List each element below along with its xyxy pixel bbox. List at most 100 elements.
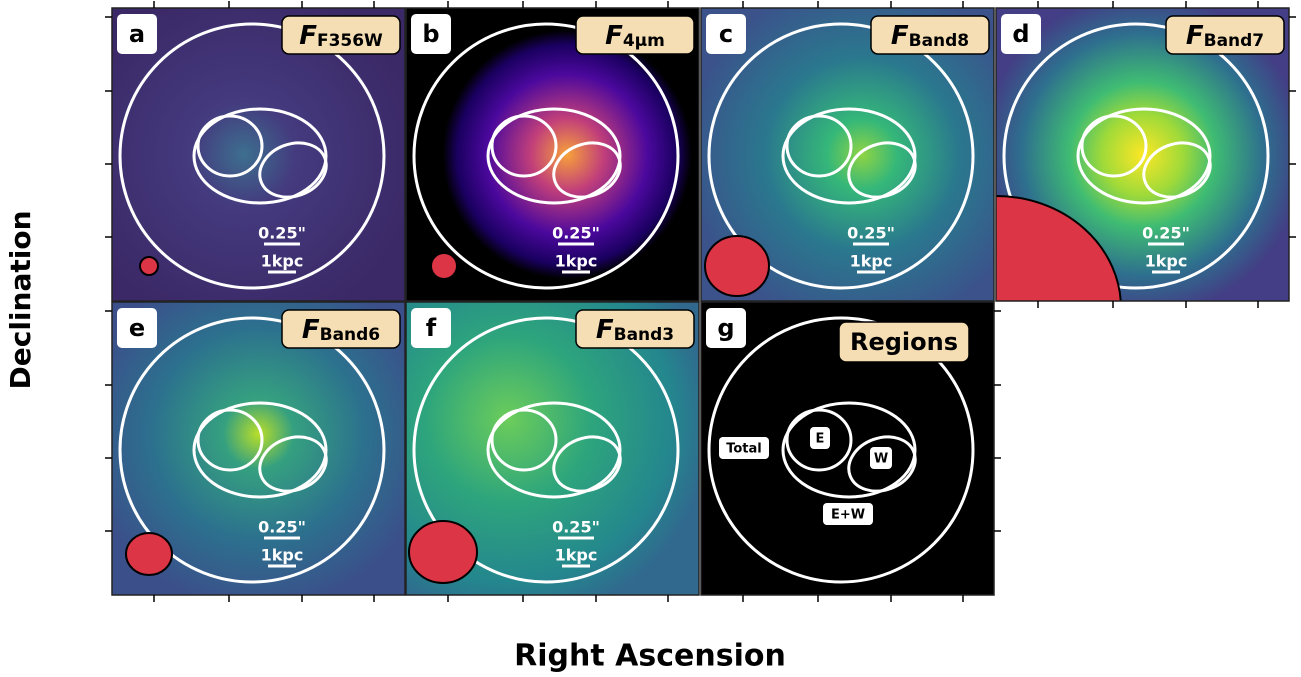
scale-length: 1kpc bbox=[261, 252, 304, 271]
combined-aperture bbox=[486, 401, 622, 499]
letter-box bbox=[411, 14, 451, 54]
east-aperture bbox=[785, 114, 853, 178]
combined-aperture bbox=[192, 401, 328, 499]
panel-frame bbox=[111, 301, 406, 596]
combined-aperture bbox=[781, 107, 917, 205]
west-aperture bbox=[552, 141, 622, 199]
east-aperture bbox=[1080, 114, 1148, 178]
region-label: W bbox=[874, 452, 888, 467]
panel-letter: d bbox=[1012, 20, 1029, 48]
west-aperture bbox=[552, 435, 622, 493]
panel-image: 0.25" 1kpc bbox=[406, 302, 699, 595]
letter-box bbox=[117, 308, 157, 348]
east-aperture bbox=[785, 408, 853, 472]
panel: 0.25" 1kpc d FBand7 bbox=[995, 1, 1296, 308]
title-subscript: Band3 bbox=[614, 325, 675, 345]
scale-angle: 0.25" bbox=[258, 518, 306, 537]
panel: 0.25" 1kpc c FBand8 bbox=[700, 1, 995, 302]
y-axis-label: Declination bbox=[4, 210, 37, 389]
title-subscript: F356W bbox=[317, 31, 383, 51]
letter-box bbox=[1001, 14, 1041, 54]
scale-length: 1kpc bbox=[555, 252, 598, 271]
title-subscript: Band6 bbox=[320, 325, 381, 345]
combined-aperture bbox=[781, 401, 917, 499]
title-symbol: F bbox=[605, 21, 623, 51]
west-aperture bbox=[258, 435, 328, 493]
panel-frame bbox=[405, 7, 700, 302]
total-aperture bbox=[707, 22, 975, 290]
combined-aperture bbox=[1076, 107, 1212, 205]
scale-length: 1kpc bbox=[1145, 252, 1188, 271]
total-aperture bbox=[707, 316, 975, 584]
scale-length: 1kpc bbox=[850, 252, 893, 271]
total-aperture bbox=[118, 316, 386, 584]
title-subscript: Band7 bbox=[1204, 31, 1265, 51]
west-aperture bbox=[847, 141, 917, 199]
region-label: Total bbox=[726, 442, 762, 457]
panel-frame bbox=[405, 301, 700, 596]
panel: 0.25" 1kpc e FBand6 bbox=[105, 301, 406, 602]
west-aperture bbox=[258, 141, 328, 199]
east-aperture bbox=[490, 408, 558, 472]
panel-title: FBand3 bbox=[596, 315, 674, 346]
panel-title: FBand6 bbox=[302, 315, 380, 346]
panel-letter: a bbox=[129, 20, 145, 48]
combined-aperture bbox=[486, 107, 622, 205]
panel-frame bbox=[111, 7, 406, 302]
scale-angle: 0.25" bbox=[552, 518, 600, 537]
beam bbox=[408, 520, 478, 584]
region-label-box bbox=[810, 427, 830, 449]
letter-box bbox=[117, 14, 157, 54]
title-box bbox=[870, 15, 990, 55]
total-aperture bbox=[1002, 22, 1270, 290]
x-axis-label: Right Ascension bbox=[514, 639, 786, 674]
panel-image: 0.25" 1kpc bbox=[701, 8, 994, 301]
panel-letter: f bbox=[426, 314, 437, 342]
panel: 0.25" 1kpc f FBand3 bbox=[405, 301, 700, 602]
scale-angle: 0.25" bbox=[552, 224, 600, 243]
scale-length: 1kpc bbox=[261, 546, 304, 565]
panel-letter: g bbox=[717, 314, 734, 342]
total-aperture bbox=[412, 316, 680, 584]
letter-box bbox=[411, 308, 451, 348]
panel-title: FBand8 bbox=[891, 21, 969, 52]
panel-title: F4µm bbox=[605, 21, 665, 52]
letter-box bbox=[706, 308, 746, 348]
panel-image: 0.25" 1kpc bbox=[406, 8, 699, 301]
panel-image: 0.25" 1kpc bbox=[112, 302, 405, 595]
title-subscript: Band8 bbox=[909, 31, 970, 51]
panel-title: Regions bbox=[850, 328, 958, 356]
title-symbol: F bbox=[1186, 21, 1204, 51]
title-box bbox=[281, 309, 401, 349]
total-aperture bbox=[412, 22, 680, 290]
panel: 0.25" 1kpc a FF356W bbox=[105, 1, 406, 302]
beam bbox=[704, 235, 770, 297]
title-box bbox=[838, 321, 970, 363]
title-box bbox=[575, 309, 695, 349]
west-aperture bbox=[1142, 141, 1212, 199]
west-aperture bbox=[847, 435, 917, 493]
letter-box bbox=[706, 14, 746, 54]
panel-letter: e bbox=[129, 314, 145, 342]
scale-angle: 0.25" bbox=[847, 224, 895, 243]
panel-letter: b bbox=[422, 20, 439, 48]
panel: 0.25" 1kpc b F4µm bbox=[405, 1, 700, 302]
region-label: E+W bbox=[831, 508, 865, 523]
panel: g Regions Total E W E+W bbox=[700, 301, 1001, 602]
title-box bbox=[1165, 15, 1285, 55]
combined-aperture bbox=[192, 107, 328, 205]
east-aperture bbox=[196, 408, 264, 472]
title-subscript: 4µm bbox=[623, 31, 665, 51]
panel-frame bbox=[700, 7, 995, 302]
panel-title: FBand7 bbox=[1186, 21, 1264, 52]
title-symbol: F bbox=[891, 21, 909, 51]
title-box bbox=[575, 15, 695, 55]
title-symbol: F bbox=[596, 315, 614, 345]
east-aperture bbox=[490, 114, 558, 178]
scale-angle: 0.25" bbox=[258, 224, 306, 243]
scale-length: 1kpc bbox=[555, 546, 598, 565]
panel-image: 0.25" 1kpc bbox=[996, 8, 1289, 301]
east-aperture bbox=[196, 114, 264, 178]
total-aperture bbox=[118, 22, 386, 290]
